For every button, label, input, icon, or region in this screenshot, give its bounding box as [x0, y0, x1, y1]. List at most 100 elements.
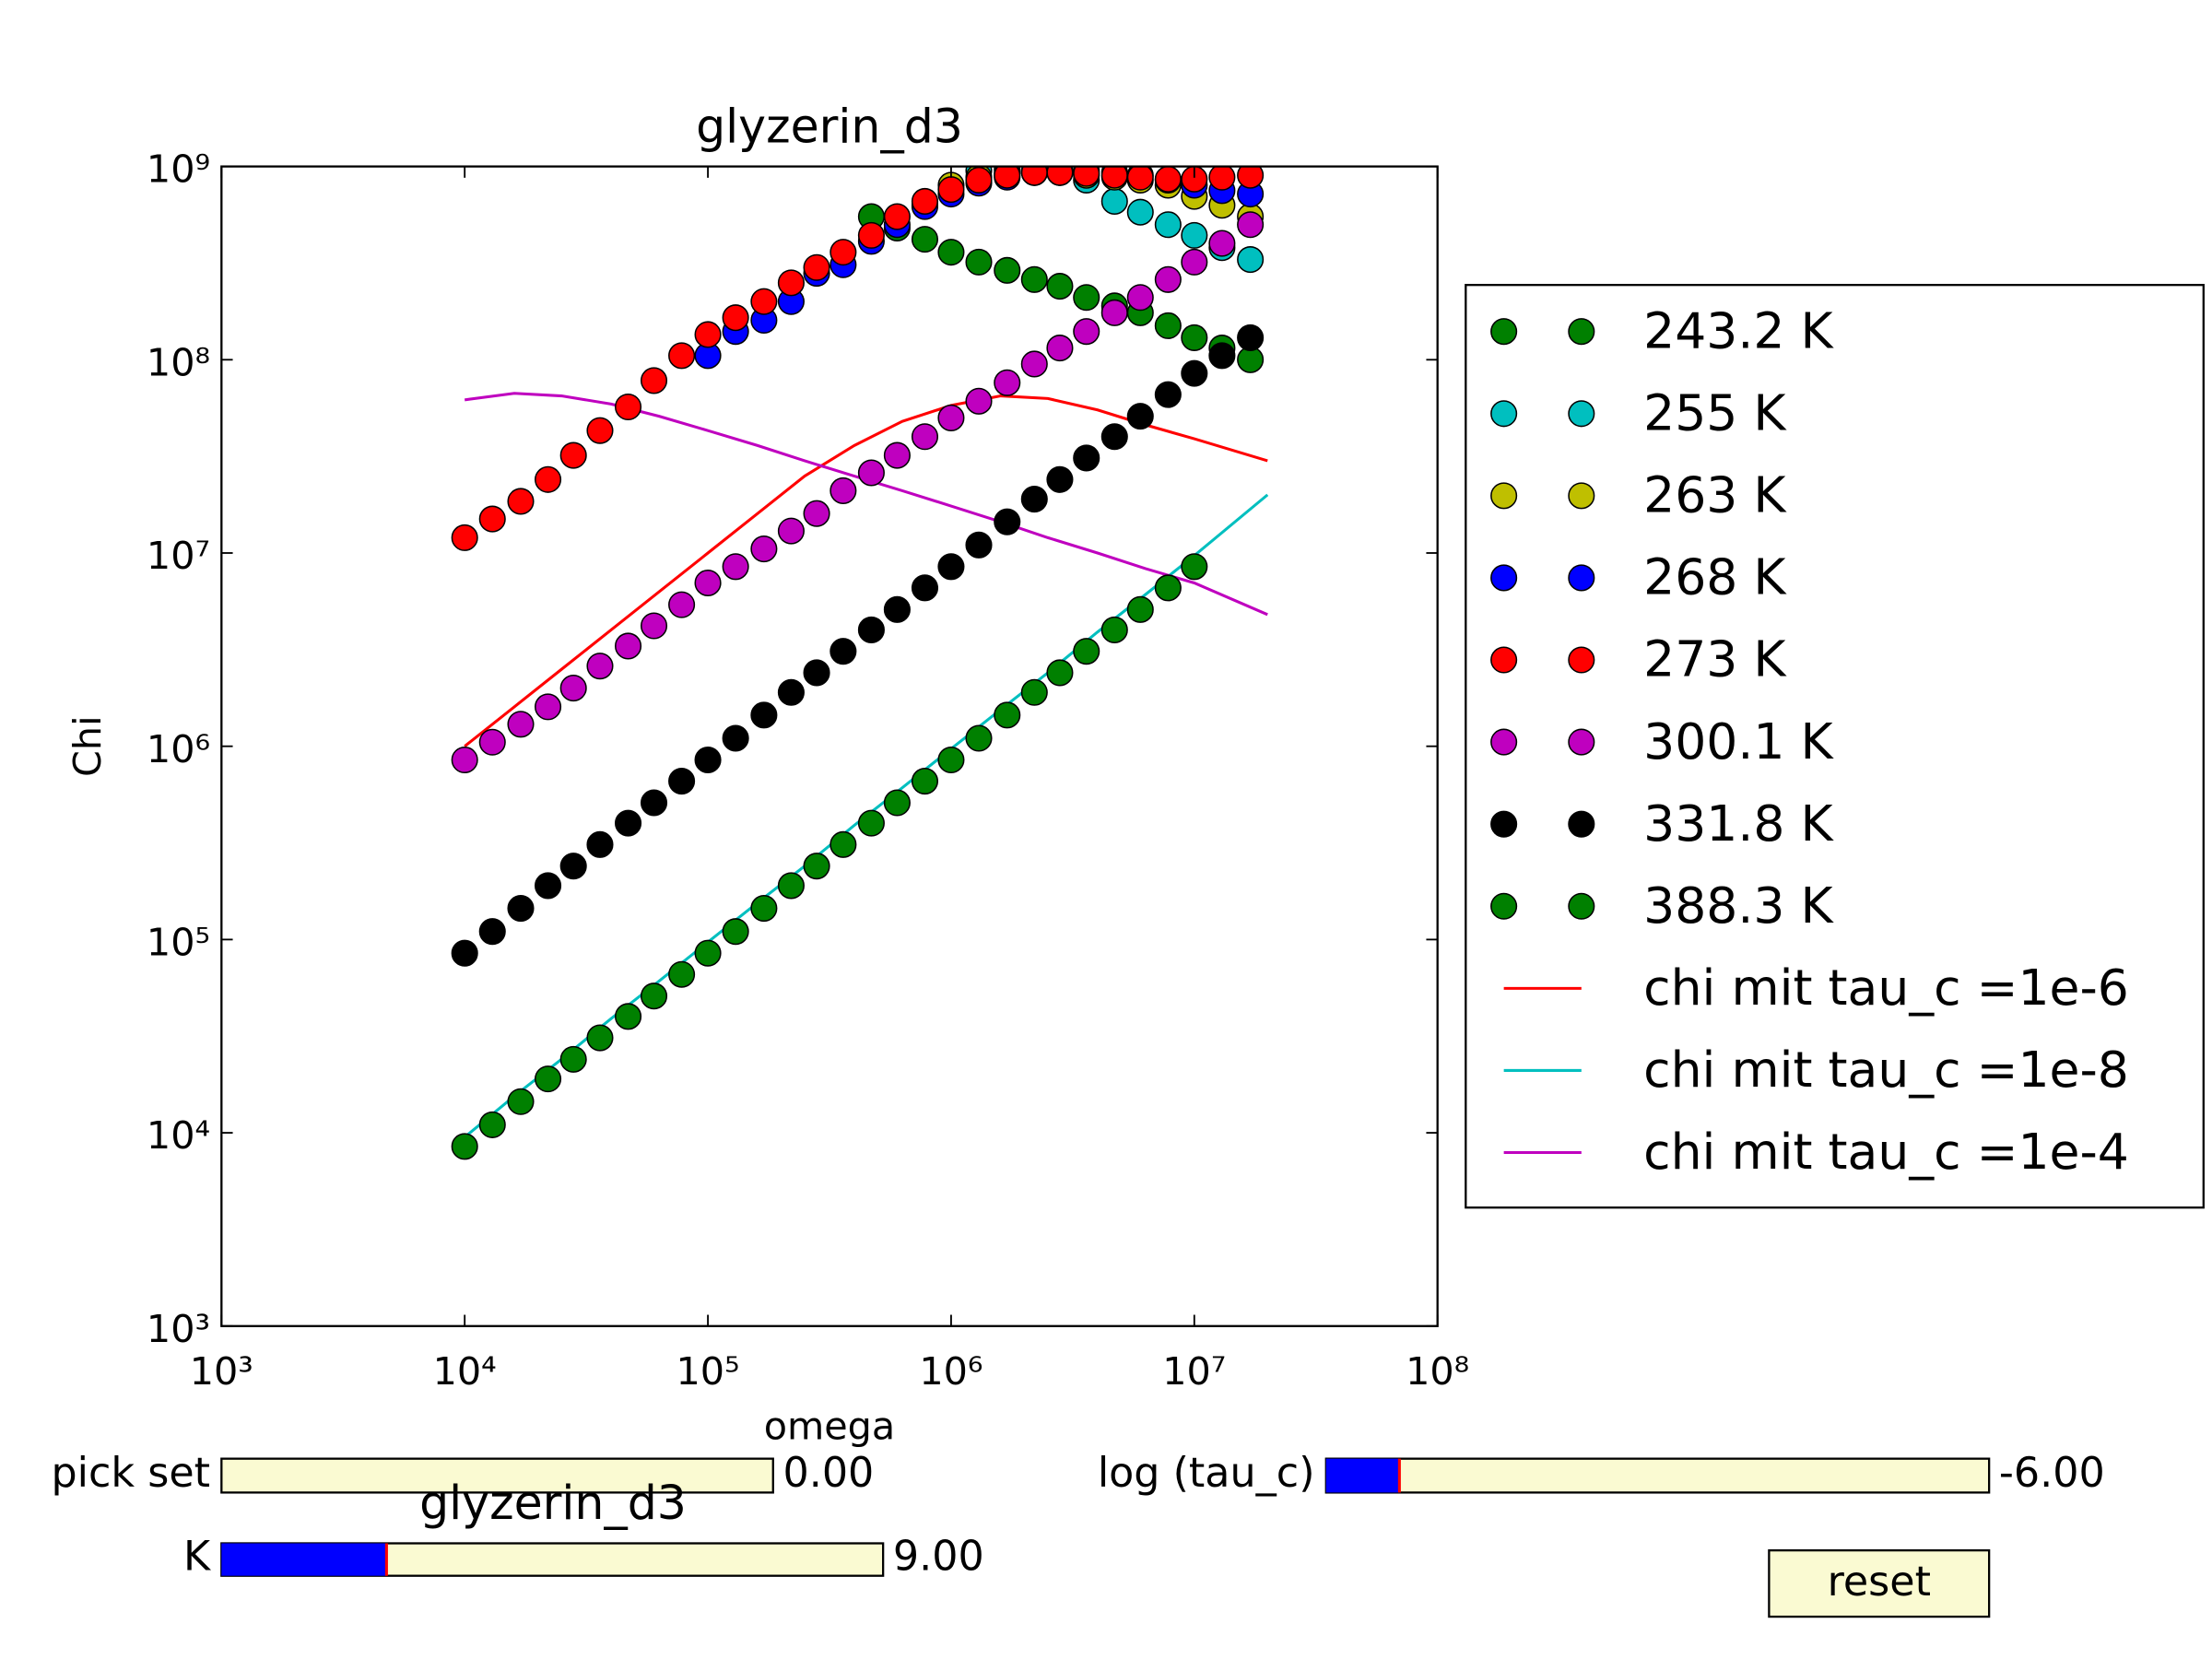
- legend-marker: [1490, 564, 1518, 592]
- data-point: [1100, 187, 1128, 215]
- slider-label: log (tau_c): [1098, 1450, 1315, 1497]
- slider-fill: [1325, 1458, 1400, 1493]
- data-point: [614, 393, 642, 421]
- data-point: [994, 166, 1021, 189]
- data-point: [614, 632, 642, 660]
- data-point: [803, 500, 830, 527]
- data-point: [1046, 335, 1074, 362]
- data-point: [750, 535, 778, 563]
- legend-label: 388.3 K: [1643, 877, 1834, 935]
- data-point: [994, 701, 1021, 729]
- legend-entries: 243.2 K 255 K 263 K 268 K 273 K 300.1 K 331.8 …: [1490, 301, 2129, 1181]
- data-point: [1237, 246, 1265, 274]
- data-point: [1208, 342, 1236, 370]
- data-point: [994, 256, 1021, 284]
- legend-marker: [1568, 564, 1595, 592]
- data-point: [883, 789, 911, 817]
- data-point: [640, 367, 668, 394]
- data-point: [830, 239, 857, 266]
- legend-label: chi mit tau_c =1e-6: [1643, 959, 2129, 1017]
- data-point: [911, 423, 939, 451]
- data-point: [937, 746, 965, 774]
- legend-marker: [1490, 728, 1518, 756]
- x-tick-label: 10⁴: [433, 1349, 497, 1394]
- y-tick-label: 10⁶: [147, 727, 210, 771]
- data-point: [1100, 423, 1128, 451]
- button-label[interactable]: reset: [1828, 1559, 1931, 1606]
- data-point: [1237, 324, 1265, 351]
- data-point: [803, 659, 830, 687]
- y-tick-label: 10⁵: [147, 921, 210, 965]
- fit-line: [464, 394, 1268, 747]
- data-point: [668, 591, 696, 618]
- data-point: [1181, 166, 1208, 193]
- data-point: [803, 253, 830, 281]
- legend-marker: [1568, 646, 1595, 674]
- data-point: [883, 441, 911, 469]
- slider-fill: [221, 1543, 387, 1576]
- slider[interactable]: [220, 1457, 774, 1494]
- data-point: [1237, 211, 1265, 239]
- x-axis-label: omega: [764, 1405, 895, 1449]
- data-point: [1046, 273, 1074, 300]
- data-point: [478, 728, 506, 756]
- data-point: [559, 1045, 587, 1073]
- data-point: [965, 248, 993, 276]
- data-point: [1100, 299, 1128, 326]
- slider-label: K: [183, 1533, 212, 1580]
- data-point: [586, 1024, 614, 1052]
- data-point: [451, 524, 478, 551]
- data-point: [803, 853, 830, 880]
- slider-value: 0.00: [782, 1450, 874, 1497]
- data-point: [1046, 465, 1074, 493]
- data-point: [1154, 211, 1182, 239]
- data-point: [750, 288, 778, 315]
- y-axis-label: Chi: [65, 715, 110, 777]
- data-point: [722, 304, 749, 332]
- x-tick-label: 10⁵: [676, 1349, 739, 1394]
- reset-button[interactable]: [1768, 1548, 1991, 1618]
- data-point: [911, 574, 939, 602]
- data-point: [1020, 350, 1048, 378]
- legend-label: 273 K: [1643, 630, 1787, 688]
- data-point: [911, 767, 939, 795]
- data-point: [994, 508, 1021, 535]
- slider-value: -6.00: [1999, 1450, 2105, 1497]
- data-point: [451, 939, 478, 967]
- y-tick-label: 10⁴: [147, 1113, 210, 1158]
- data-point: [830, 830, 857, 858]
- data-point: [1073, 166, 1100, 187]
- data-point: [1073, 284, 1100, 312]
- legend-label: 300.1 K: [1643, 712, 1834, 771]
- data-point: [911, 226, 939, 253]
- y-tick-label: 10⁸: [147, 340, 210, 384]
- fit-line: [464, 392, 1268, 617]
- x-tick-label: 10⁷: [1162, 1349, 1226, 1394]
- x-tick-label: 10⁶: [919, 1349, 982, 1394]
- legend-marker: [1490, 646, 1518, 674]
- legend-label: 331.8 K: [1643, 794, 1834, 853]
- slider-label: pick set: [52, 1450, 211, 1497]
- legend-label: chi mit tau_c =1e-4: [1643, 1123, 2129, 1181]
- data-point: [1073, 318, 1100, 346]
- data-point: [1154, 381, 1182, 408]
- legend-marker: [1490, 482, 1518, 510]
- data-point: [830, 477, 857, 504]
- slider[interactable]: [1324, 1457, 1991, 1494]
- data-point: [937, 404, 965, 431]
- data-point: [1181, 221, 1208, 249]
- data-point: [1154, 574, 1182, 602]
- data-point: [911, 187, 939, 215]
- legend-marker: [1568, 400, 1595, 428]
- legend-label: 255 K: [1643, 383, 1787, 441]
- data-point: [1208, 229, 1236, 257]
- data-point: [694, 569, 722, 597]
- x-tick-label: 10³: [190, 1349, 253, 1394]
- legend-label: 243.2 K: [1643, 301, 1834, 359]
- x-tick-label: 10⁸: [1406, 1349, 1469, 1394]
- data-point: [451, 746, 478, 774]
- data-point: [507, 488, 535, 515]
- data-point: [640, 612, 668, 640]
- data-point: [1100, 616, 1128, 643]
